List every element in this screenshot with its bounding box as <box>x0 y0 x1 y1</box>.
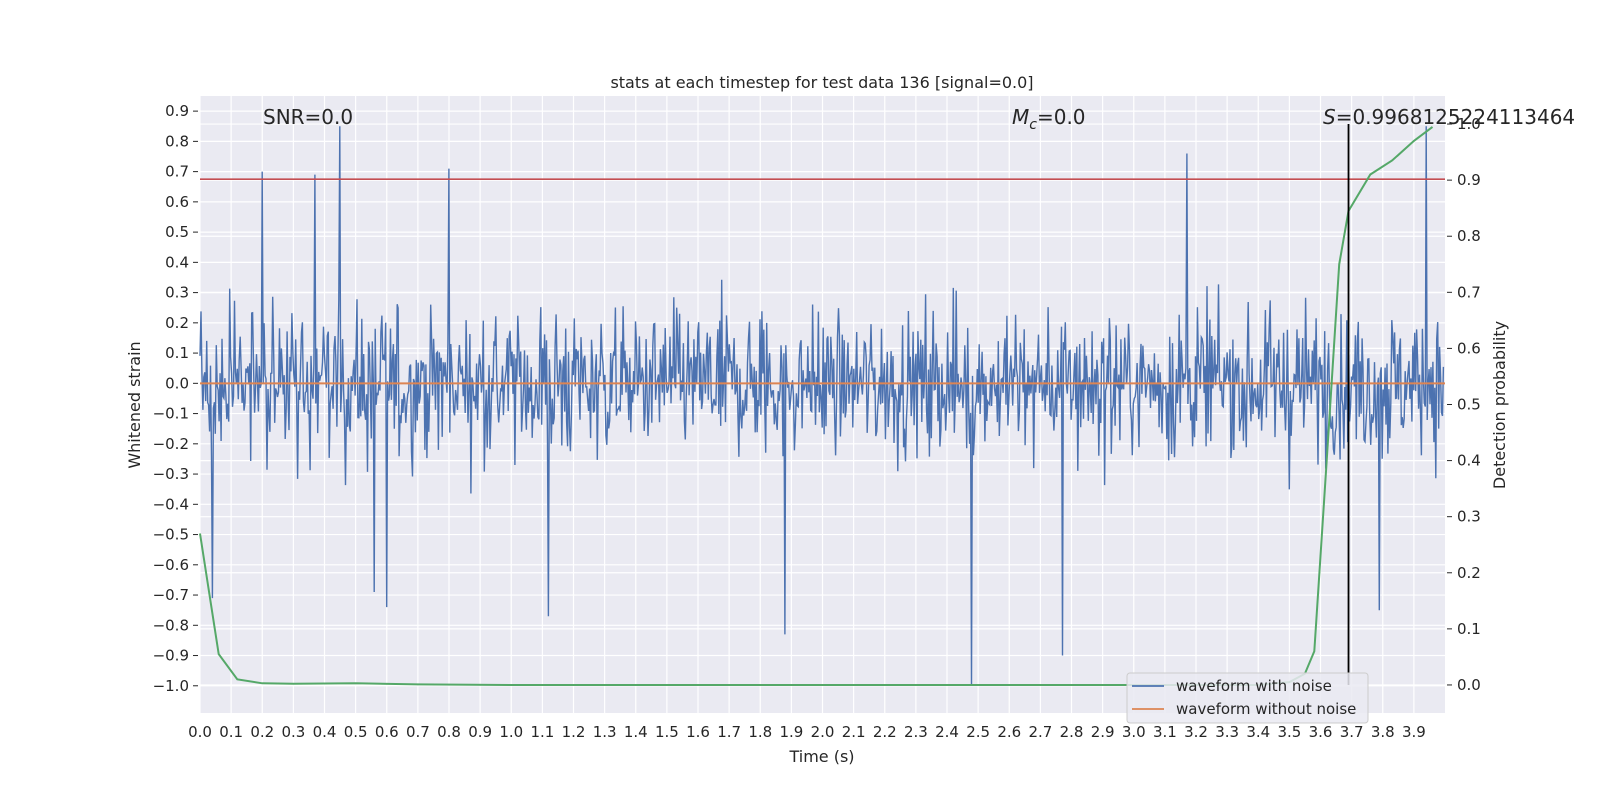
x-tick-label: 2.1 <box>842 723 866 741</box>
y2-axis-ticks: 0.0 0.1 0.2 0.3 0.4 0.5 0.6 0.7 0.8 0.9 1.0 <box>1447 115 1481 694</box>
x-tick-label: 3.5 <box>1277 723 1301 741</box>
x-tick-label: 1.5 <box>655 723 679 741</box>
x-axis-label: Time (s) <box>788 747 854 766</box>
y-tick-label: −0.4 <box>153 495 189 513</box>
chart-title: stats at each timestep for test data 136… <box>610 73 1033 92</box>
y-tick-label: 0.1 <box>165 344 189 362</box>
y-tick-label: −1.0 <box>153 677 189 695</box>
y-tick-label: −0.1 <box>153 405 189 423</box>
x-tick-label: 2.9 <box>1091 723 1115 741</box>
y-tick-label: 0.2 <box>165 314 189 332</box>
x-tick-label: 0.3 <box>281 723 305 741</box>
y2-tick-label: 1.0 <box>1457 115 1481 133</box>
y-tick-label: −0.9 <box>153 647 189 665</box>
snr-annotation: SNR=0.0 <box>263 105 353 129</box>
y-axis-ticks: 0.9 0.8 0.7 0.6 0.5 0.4 0.3 0.2 0.1 0.0 −0.1 −0.2 −0… <box>153 102 198 695</box>
x-tick-label: 3.6 <box>1309 723 1333 741</box>
noise-line <box>199 126 1445 686</box>
y2-tick-label: 0.8 <box>1457 227 1481 245</box>
y2-tick-label: 0.5 <box>1457 396 1481 414</box>
x-tick-label: 0.8 <box>437 723 461 741</box>
x-tick-label: 2.4 <box>935 723 959 741</box>
y-tick-label: −0.6 <box>153 556 189 574</box>
y2-tick-label: 0.2 <box>1457 564 1481 582</box>
legend-label-clean: waveform without noise <box>1176 700 1356 718</box>
y-tick-label: 0.9 <box>165 102 189 120</box>
y-tick-label: 0.6 <box>165 193 189 211</box>
y-axis-label: Whitened strain <box>125 341 144 468</box>
x-tick-label: 0.4 <box>313 723 337 741</box>
y-tick-label: 0.3 <box>165 284 189 302</box>
x-tick-label: 3.4 <box>1246 723 1270 741</box>
y-tick-label: 0.5 <box>165 223 189 241</box>
x-tick-label: 1.4 <box>624 723 648 741</box>
y-tick-label: 0.4 <box>165 253 189 271</box>
y2-tick-label: 0.4 <box>1457 452 1481 470</box>
x-tick-label: 1.3 <box>593 723 617 741</box>
y2-tick-label: 0.0 <box>1457 676 1481 694</box>
x-tick-label: 1.0 <box>499 723 523 741</box>
x-tick-label: 2.5 <box>966 723 990 741</box>
x-tick-label: 3.1 <box>1153 723 1177 741</box>
series-waveform-with-noise <box>199 126 1445 686</box>
x-tick-label: 3.9 <box>1402 723 1426 741</box>
y-tick-label: −0.2 <box>153 435 189 453</box>
y2-tick-label: 0.1 <box>1457 620 1481 638</box>
x-axis-ticks: 0.0 0.1 0.2 0.3 0.4 0.5 0.6 0.7 0.8 0.9 1.0 1.1 1.2 1… <box>188 723 1426 741</box>
legend-box <box>1126 672 1369 724</box>
legend-label-noise: waveform with noise <box>1176 677 1332 695</box>
x-tick-label: 2.0 <box>811 723 835 741</box>
y-tick-label: 0.8 <box>165 132 189 150</box>
y2-tick-label: 0.9 <box>1457 171 1481 189</box>
mc-value: =0.0 <box>1037 105 1086 129</box>
y2-tick-label: 0.7 <box>1457 283 1481 301</box>
x-tick-label: 1.1 <box>530 723 554 741</box>
x-tick-label: 2.3 <box>904 723 928 741</box>
x-tick-label: 2.8 <box>1060 723 1084 741</box>
y-tick-label: −0.7 <box>153 586 189 604</box>
y-tick-label: −0.5 <box>153 526 189 544</box>
x-tick-label: 1.7 <box>717 723 741 741</box>
x-tick-label: 3.2 <box>1184 723 1208 741</box>
y-tick-label: −0.8 <box>153 616 189 634</box>
x-tick-label: 3.0 <box>1122 723 1146 741</box>
x-tick-label: 3.8 <box>1371 723 1395 741</box>
mc-annotation: Mc=0.0 <box>1012 105 1086 133</box>
y2-tick-label: 0.3 <box>1457 508 1481 526</box>
s-value: =0.9968125224113464 <box>1336 105 1575 129</box>
x-tick-label: 1.2 <box>562 723 586 741</box>
x-tick-label: 1.9 <box>779 723 803 741</box>
x-tick-label: 0.7 <box>406 723 430 741</box>
x-tick-label: 0.6 <box>375 723 399 741</box>
y2-axis-label: Detection probability <box>1490 321 1509 489</box>
y2-tick-label: 0.6 <box>1457 339 1481 357</box>
x-tick-label: 0.1 <box>219 723 243 741</box>
y-tick-label: 0.0 <box>165 374 189 392</box>
legend: waveform with noise waveform without noi… <box>1126 672 1369 724</box>
s-symbol: S <box>1323 105 1336 129</box>
x-tick-label: 2.7 <box>1028 723 1052 741</box>
x-tick-label: 0.5 <box>344 723 368 741</box>
x-tick-label: 3.7 <box>1340 723 1364 741</box>
x-tick-label: 1.8 <box>748 723 772 741</box>
y-tick-label: 0.7 <box>165 163 189 181</box>
x-tick-label: 0.9 <box>468 723 492 741</box>
s-annotation: S=0.9968125224113464 <box>1323 105 1575 129</box>
x-tick-label: 0.0 <box>188 723 212 741</box>
x-tick-label: 3.3 <box>1215 723 1239 741</box>
y-tick-label: −0.3 <box>153 465 189 483</box>
mc-symbol: M <box>1012 105 1029 129</box>
mc-subscript: c <box>1029 117 1037 133</box>
x-tick-label: 1.6 <box>686 723 710 741</box>
x-tick-label: 2.6 <box>997 723 1021 741</box>
x-tick-label: 0.2 <box>250 723 274 741</box>
x-tick-label: 2.2 <box>873 723 897 741</box>
